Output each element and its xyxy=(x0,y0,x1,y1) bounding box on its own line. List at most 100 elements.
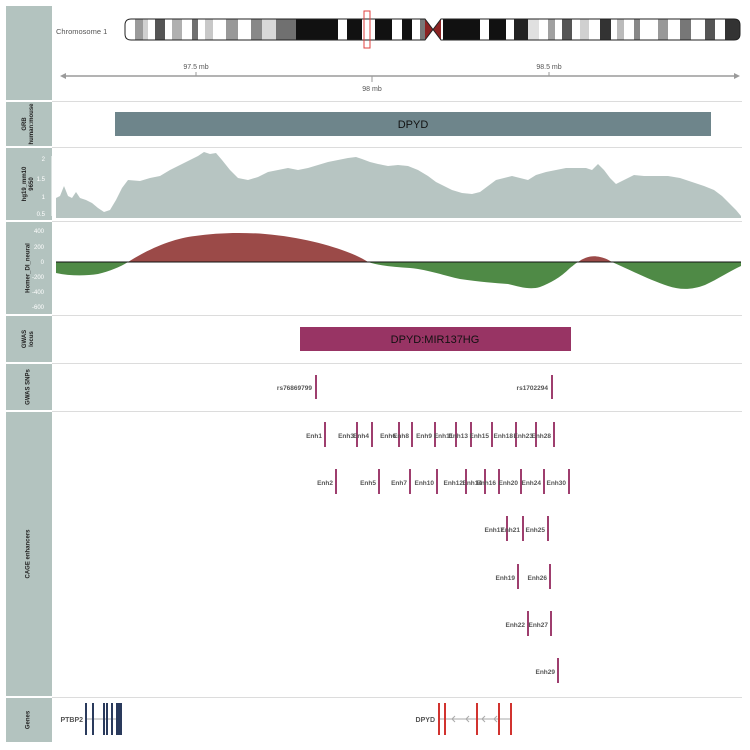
gwas-snp-marker[interactable] xyxy=(315,375,317,399)
enhancer-marker[interactable] xyxy=(498,469,500,494)
enhancer-marker[interactable] xyxy=(491,422,493,447)
enhancer-label: Enh8 xyxy=(393,433,409,440)
enhancer-label: Enh16 xyxy=(476,480,496,487)
y-tick-label: 0 xyxy=(41,260,45,266)
enhancer-marker[interactable] xyxy=(520,469,522,494)
enhancer-marker[interactable] xyxy=(455,422,457,447)
track-label-cage-enhancers: CAGE enhancers xyxy=(6,412,52,697)
enhancer-marker[interactable] xyxy=(436,469,438,494)
enhancer-label: Enh25 xyxy=(525,527,545,534)
enhancer-marker[interactable] xyxy=(527,611,529,636)
y-tick-label: 200 xyxy=(34,245,45,251)
genome-axis: 97.5 mb 98 mb 98.5 mb xyxy=(60,64,740,93)
enhancer-marker[interactable] xyxy=(543,469,545,494)
ideogram-label-panel xyxy=(6,6,52,101)
enhancer-label: Enh11 xyxy=(434,433,454,440)
homer-negative-area xyxy=(612,262,741,289)
axis-tick-label: 98 mb xyxy=(362,86,382,93)
enhancer-label: Enh15 xyxy=(469,433,489,440)
homer-signal xyxy=(56,232,741,289)
gene-exon[interactable] xyxy=(106,703,108,735)
gene-exon[interactable] xyxy=(444,703,446,735)
gene-exon[interactable] xyxy=(498,703,500,735)
enhancer-marker[interactable] xyxy=(535,422,537,447)
enhancer-marker[interactable] xyxy=(335,469,337,494)
grb-region[interactable] xyxy=(115,112,711,136)
enhancer-label: Enh12 xyxy=(443,480,463,487)
enhancer-marker[interactable] xyxy=(434,422,436,447)
enhancer-label: Enh10 xyxy=(414,480,434,487)
gwas-snp-label: rs76869799 xyxy=(277,385,312,392)
enhancer-label: Enh17 xyxy=(484,527,504,534)
enhancer-marker[interactable] xyxy=(324,422,326,447)
gene-exon[interactable] xyxy=(118,703,120,735)
enhancer-label: Enh27 xyxy=(528,622,548,629)
track-separator xyxy=(52,147,742,148)
enhancer-marker[interactable] xyxy=(549,564,551,589)
track-separator xyxy=(52,101,742,102)
y-tick-label: -400 xyxy=(32,290,45,296)
gene-exon[interactable] xyxy=(111,703,113,735)
track-label-genes: Genes xyxy=(6,698,52,743)
strand-arrow xyxy=(493,715,498,723)
enhancer-marker[interactable] xyxy=(409,469,411,494)
gene-exon[interactable] xyxy=(92,703,94,735)
gene-exon[interactable] xyxy=(116,703,118,735)
gene-exon[interactable] xyxy=(103,703,105,735)
enhancer-marker[interactable] xyxy=(371,422,373,447)
chromosome-ideogram xyxy=(124,10,741,49)
enhancer-marker[interactable] xyxy=(557,658,559,683)
strand-arrow xyxy=(465,715,470,723)
enhancer-label: Enh3 xyxy=(338,433,354,440)
enhancer-label: Enh13 xyxy=(448,433,468,440)
y-tick-label: -200 xyxy=(32,275,45,281)
enhancer-marker[interactable] xyxy=(465,469,467,494)
track-separator xyxy=(52,411,742,412)
y-tick-label: 400 xyxy=(34,229,45,235)
enhancer-marker[interactable] xyxy=(506,516,508,541)
enhancer-marker[interactable] xyxy=(522,516,524,541)
gene-exon[interactable] xyxy=(85,703,87,735)
track-separator xyxy=(52,315,742,316)
enhancer-marker[interactable] xyxy=(553,422,555,447)
enhancer-label: Enh23 xyxy=(513,433,533,440)
homer-positive-area xyxy=(128,232,368,262)
enhancer-marker[interactable] xyxy=(356,422,358,447)
enhancer-marker[interactable] xyxy=(517,564,519,589)
enhancer-marker[interactable] xyxy=(515,422,517,447)
enhancer-marker[interactable] xyxy=(398,422,400,447)
homer-positive-area xyxy=(578,256,612,262)
axis-tick-label: 98.5 mb xyxy=(536,64,561,71)
gwas-snp-marker[interactable] xyxy=(551,375,553,399)
enhancer-label: Enh29 xyxy=(535,669,555,676)
enhancer-marker[interactable] xyxy=(378,469,380,494)
enhancer-marker[interactable] xyxy=(411,422,413,447)
enhancer-label: Enh1 xyxy=(306,433,322,440)
enhancer-marker[interactable] xyxy=(568,469,570,494)
enhancer-marker[interactable] xyxy=(470,422,472,447)
gwas-snps: rs76869799 rs1702294 xyxy=(277,375,553,399)
y-tick-label: 2 xyxy=(42,157,46,163)
y-tick-label: 1.5 xyxy=(37,177,46,183)
gene-exon[interactable] xyxy=(510,703,512,735)
y-tick-label: 1 xyxy=(42,195,46,201)
gene-exon[interactable] xyxy=(476,703,478,735)
enhancer-marker[interactable] xyxy=(484,469,486,494)
homer-axis: 400 200 0 -200 -400 -600 xyxy=(32,229,45,311)
enhancer-marker[interactable] xyxy=(550,611,552,636)
conservation-axis: 2 1.5 1 0.5 xyxy=(37,156,53,218)
gene-exon[interactable] xyxy=(120,703,122,735)
track-label-conservation: hg19_mm10 9650 xyxy=(6,148,52,221)
enhancer-label: Enh19 xyxy=(495,575,515,582)
genes-track: PTBP2 DPYD xyxy=(60,703,512,735)
track-label-grb: GRB human:mouse xyxy=(6,102,52,147)
enhancer-label: Enh4 xyxy=(353,433,369,440)
enhancer-label: Enh5 xyxy=(360,480,376,487)
enhancer-marker[interactable] xyxy=(547,516,549,541)
track-separator xyxy=(52,221,742,222)
enhancer-label: Enh26 xyxy=(527,575,547,582)
gwas-locus-region[interactable] xyxy=(300,327,571,351)
gene-exon[interactable] xyxy=(438,703,440,735)
